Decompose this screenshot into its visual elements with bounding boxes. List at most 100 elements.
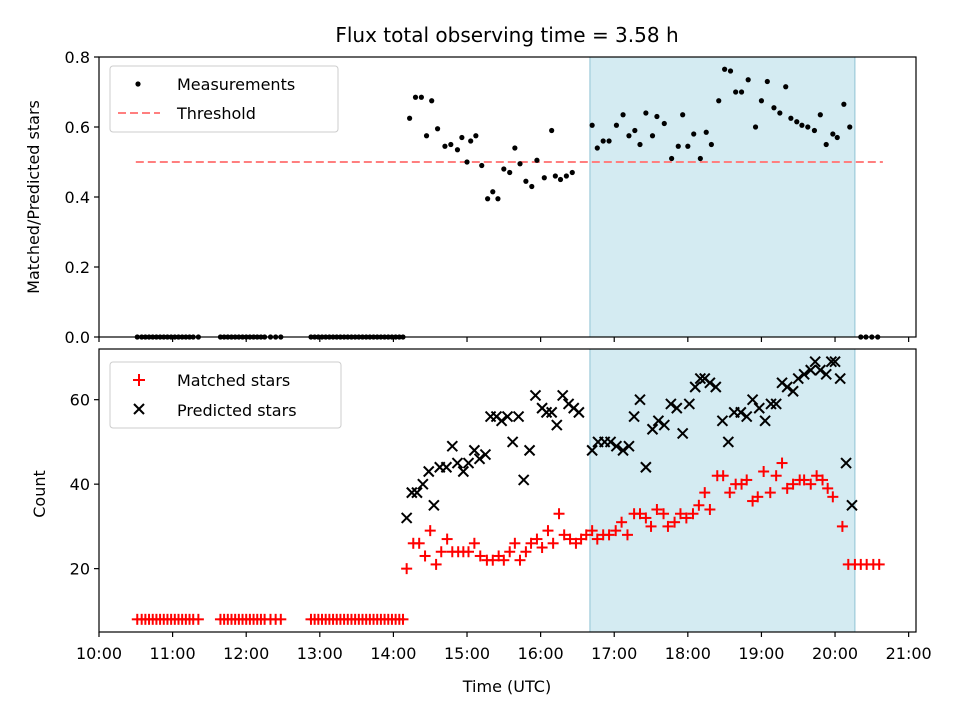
matched-star-point [764,487,776,499]
predicted-star-point [710,381,722,393]
predicted-star-point [423,465,435,478]
measurement-point [722,66,728,72]
matched-star-point [542,525,554,537]
matched-star-point [192,613,204,625]
predicted-star-point [746,393,759,406]
measurement-point [823,141,829,148]
predicted-star-point [694,372,707,385]
measurement-point [429,98,435,104]
predicted-star-point [781,381,793,393]
predicted-star-point [551,419,563,431]
x-tick-label: 15:00 [444,644,490,663]
bottom-legend: Matched stars Predicted stars [109,361,342,429]
predicted-star-point [451,457,464,469]
matched-star-point [836,520,848,532]
predicted-star-point [840,457,852,469]
measurement-point [541,175,547,181]
matched-star-point [752,491,764,503]
measurement-point [817,112,823,118]
matched-star-point [468,537,480,549]
matched-star-point [424,525,436,537]
predicted-star-point [834,372,846,385]
top-y-axis-label: Matched/Predicted stars [24,100,43,294]
x-tick-label: 18:00 [665,644,711,663]
measurement-point [847,124,853,130]
y-tick-label: 40 [70,475,90,494]
predicted-star-point [440,461,453,473]
matched-star-point [430,558,442,570]
bottom-panel: 20 40 60 10:00 11:00 12:00 13:00 14:00 15:00 16:… [30,348,932,696]
matched-star-point [758,465,770,477]
matched-star-point [873,558,885,570]
measurement-point [613,122,620,128]
matched-star-point [553,508,565,520]
x-tick-label: 12:00 [223,644,269,663]
matched-star-point [462,546,474,558]
measurement-point [691,131,697,137]
measurement-point [794,119,800,125]
matched-star-point [787,478,799,490]
predicted-star-point [411,486,423,499]
matched-star-point [397,613,409,625]
bottom-legend-box [109,361,342,429]
measurement-point [654,113,660,120]
legend-predicted-stars-label: Predicted stars [177,401,297,420]
matched-star-point [564,533,576,545]
measurement-point [468,138,474,144]
measurement-point [407,115,413,121]
measurement-point [589,122,595,128]
matched-star-point [498,554,510,566]
measurement-point [523,178,529,184]
y-tick-label: 0.6 [65,118,90,137]
measurement-point [643,110,649,116]
legend-predicted-stars-marker [133,403,145,415]
measurement-point [512,145,518,151]
predicted-star-point [792,372,804,385]
predicted-star-point [573,406,585,419]
top-y-ticks: 0.0 0.2 0.4 0.6 0.8 [65,48,99,347]
matched-star-point [662,520,674,532]
measurement-point [777,110,783,116]
measurement-point [632,127,638,134]
predicted-star-point [604,436,617,448]
bottom-shaded-span [589,348,856,633]
chart-title: Flux total observing time = 3.58 h [335,23,678,47]
x-tick-label: 11:00 [150,644,196,663]
matched-star-point [621,529,633,541]
matched-star-point [634,508,646,520]
bottom-y-axis-label: Count [30,470,49,518]
measurement-point [534,157,540,163]
measurement-point [834,134,840,141]
measurement-point [479,162,485,169]
matched-star-point [781,482,793,494]
measurement-point [529,183,535,190]
predicted-star-point [658,419,670,431]
measurement-point [549,127,555,134]
predicted-star-point [634,393,646,406]
matched-star-point [558,529,570,541]
predicted-star-point [787,385,799,397]
measurement-point [606,138,612,144]
predicted-star-point [523,444,536,457]
matched-star-point [674,508,686,520]
bottom-axes-frame [98,348,917,633]
top-legend-box [109,65,339,133]
measurement-point [563,173,569,179]
predicted-star-point [506,436,519,448]
measurement-point [669,155,675,162]
matched-star-point [435,546,447,558]
measurement-point [727,68,734,74]
matched-star-point [580,529,592,541]
matched-star-point [770,470,782,482]
predicted-star-point [671,402,683,414]
x-tick-label: 16:00 [518,644,564,663]
matched-star-point [651,504,663,516]
measurement-point [675,143,681,149]
measurement-point [626,133,632,139]
measurement-point [594,145,600,151]
matched-star-point [693,499,705,511]
measurement-point [799,122,805,128]
matched-star-point [822,482,834,494]
measurement-point [841,101,847,107]
